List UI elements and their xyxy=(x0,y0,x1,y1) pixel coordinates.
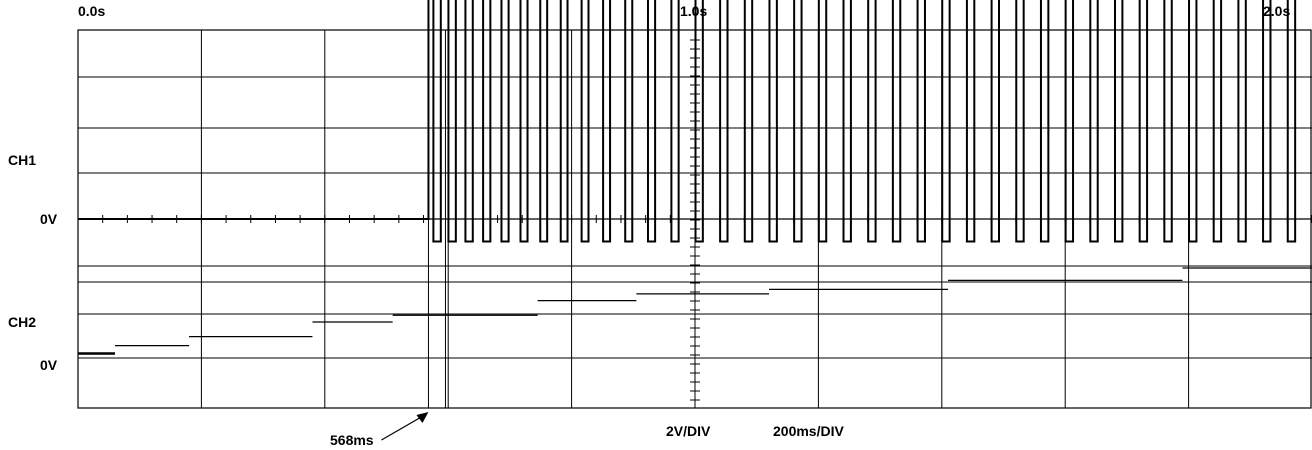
marker-arrow-shaft xyxy=(381,413,427,441)
ch1-zero-label: 0V xyxy=(40,211,58,227)
ch2-zero-label: 0V xyxy=(40,357,58,373)
marker-label: 568ms xyxy=(330,432,374,448)
ch1-trace xyxy=(78,0,1297,243)
time-label-end: 2.0s xyxy=(1263,3,1291,19)
time-label-mid: 1.0s xyxy=(680,3,708,19)
time-label-start: 0.0s xyxy=(78,3,106,19)
time-per-div-label: 200ms/DIV xyxy=(773,423,844,439)
ch2-channel-label: CH2 xyxy=(8,314,37,330)
ch1-channel-label: CH1 xyxy=(8,152,37,168)
marker-arrow-head xyxy=(416,412,429,423)
volts-per-div-label: 2V/DIV xyxy=(666,423,711,439)
